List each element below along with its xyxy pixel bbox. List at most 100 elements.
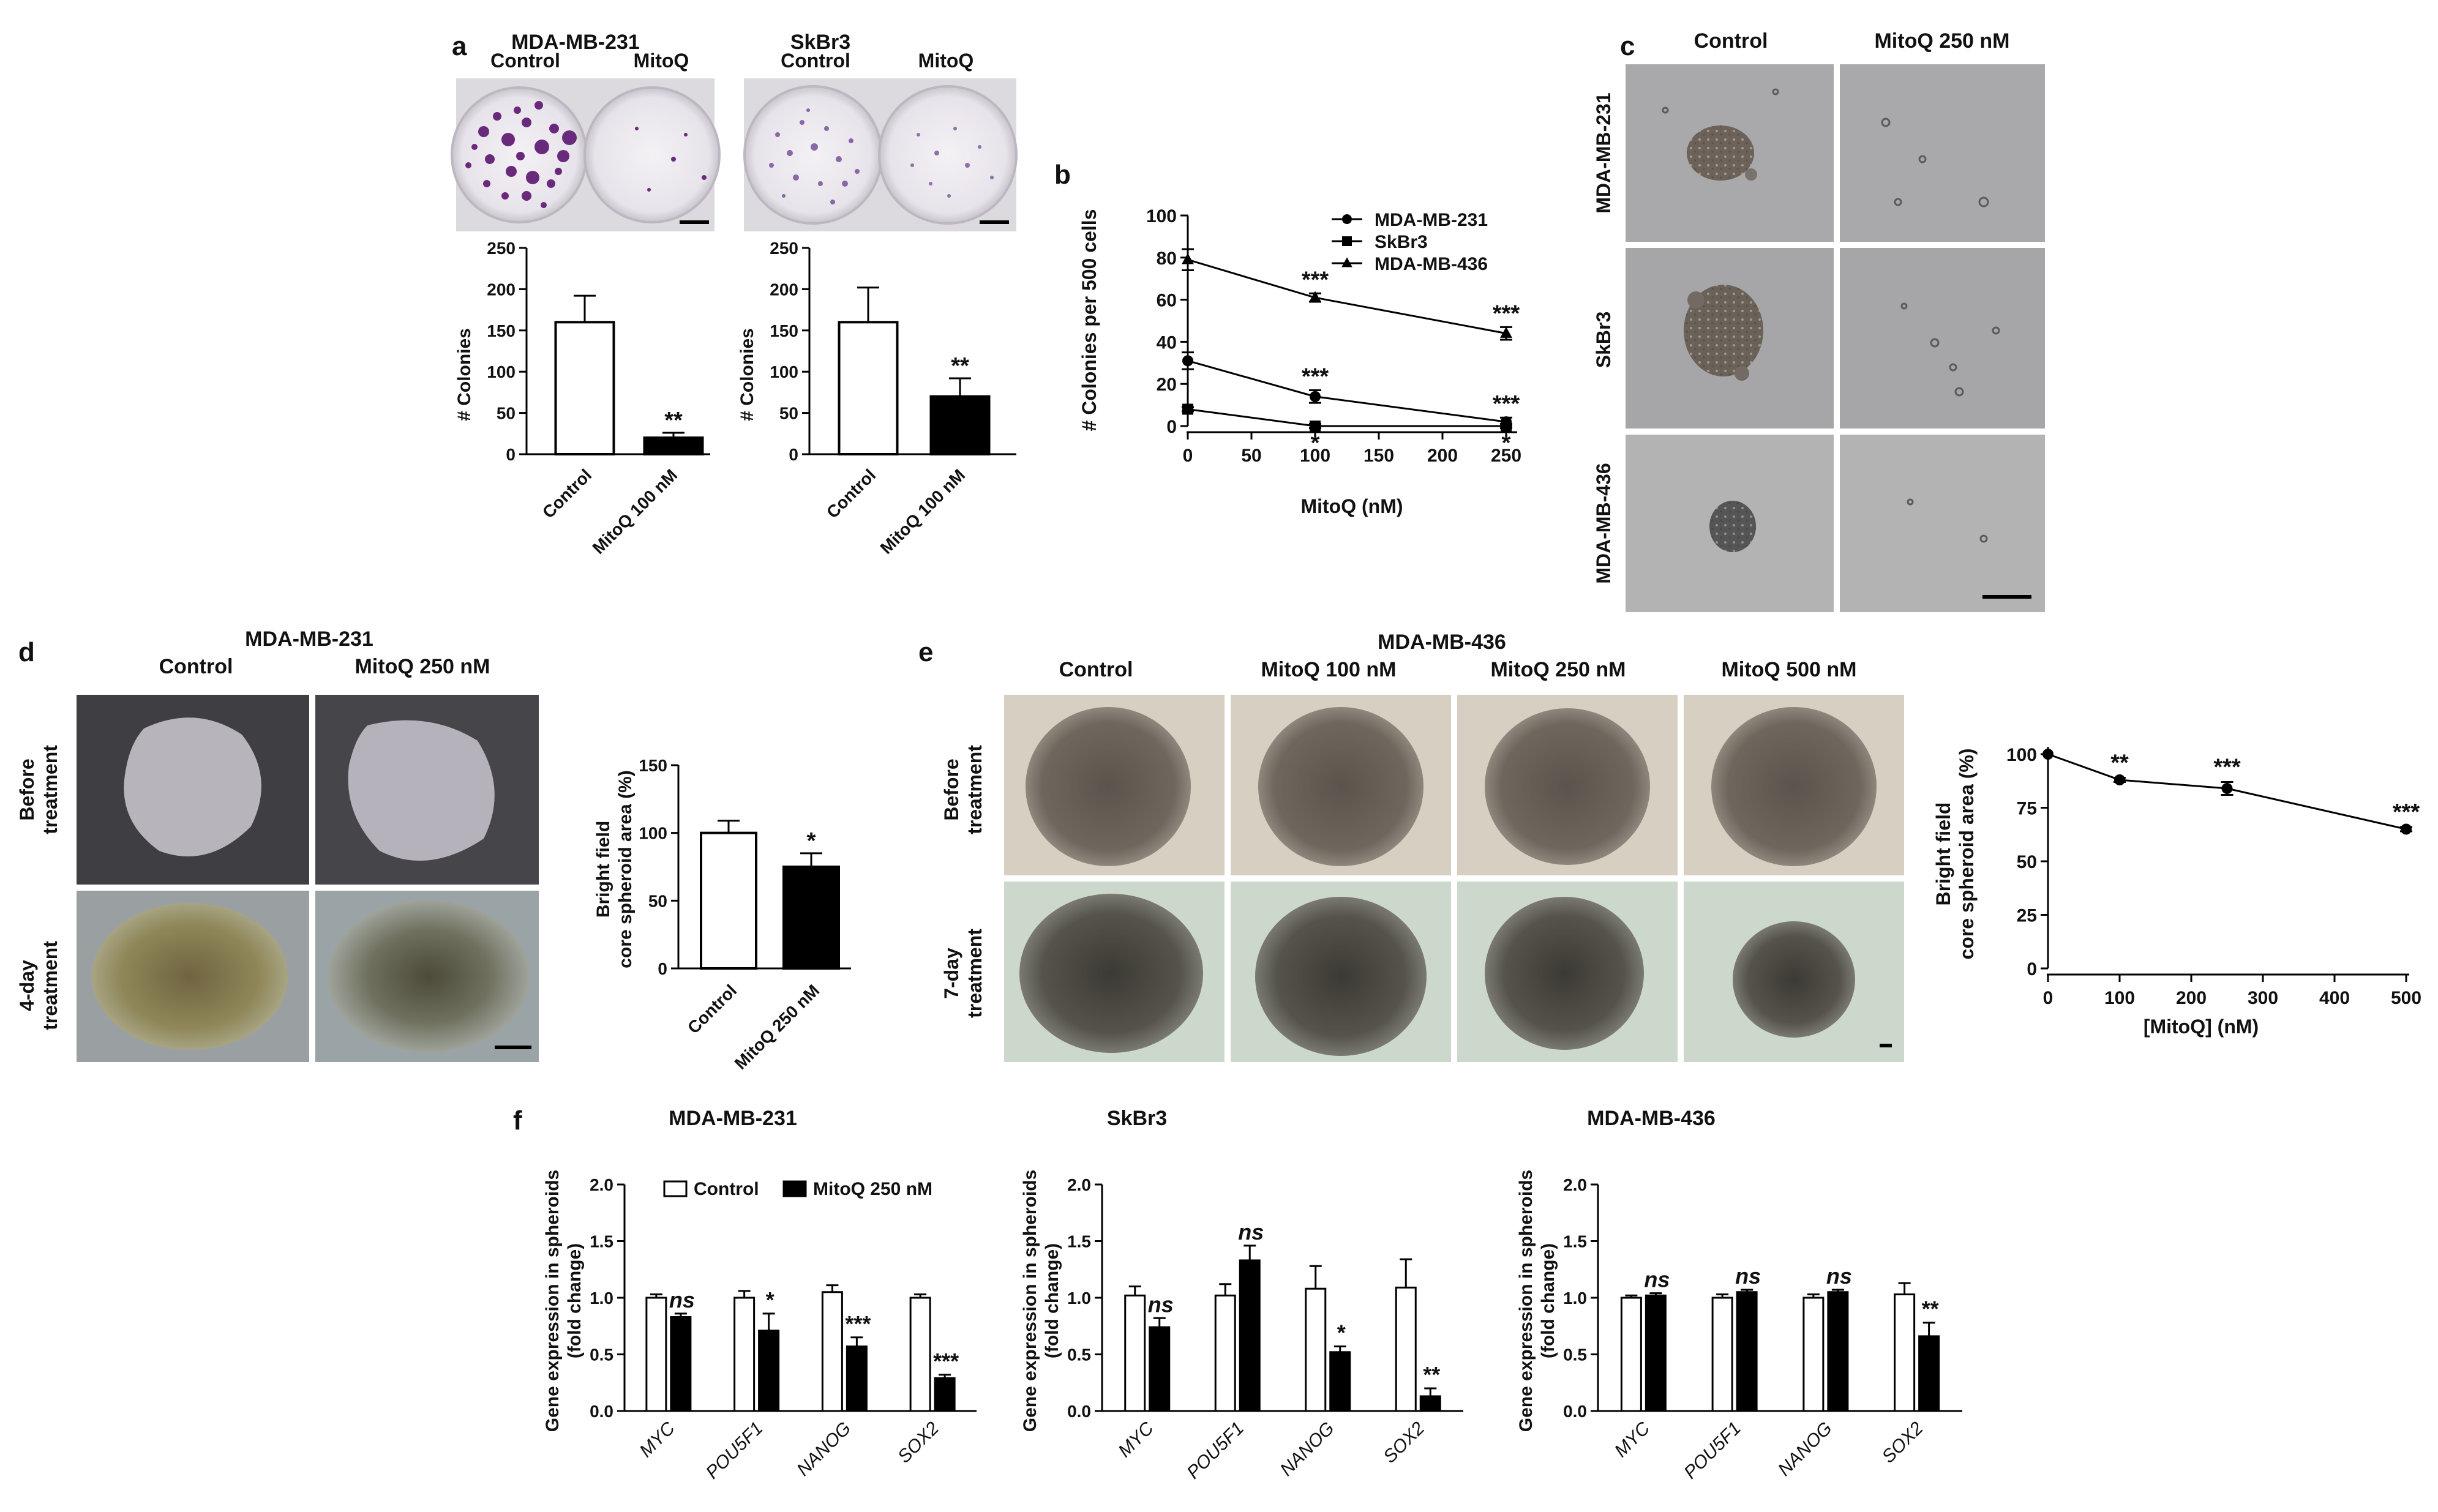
panel-c-row-1: MDA-MB-231 (1592, 92, 1615, 213)
e-spheroid-r1c3 (1485, 708, 1650, 865)
y-tick-label: 100 (770, 362, 798, 381)
data-point (1342, 214, 1352, 224)
chart-title: MDA-MB-231 (669, 1107, 797, 1130)
y-tick-label: 1.0 (590, 1289, 613, 1308)
panel-d-row-1: Beforetreatment (16, 745, 61, 834)
y-tick-label: 75 (2017, 799, 2037, 819)
y-tick-label: 1.5 (590, 1232, 613, 1251)
significance-label: *** (1493, 301, 1520, 326)
panel-d-cat-2: MitoQ 250 nM (731, 981, 823, 1073)
panel-e-row-2: 7-daytreatment (940, 929, 986, 1018)
y-tick-label: 50 (497, 404, 516, 423)
bar (645, 1297, 667, 1412)
bar (1711, 1297, 1733, 1412)
panel-e-ylabel: Bright fieldcore spheroid area (%) (1932, 749, 1978, 960)
gene-label: NANOG (1277, 1418, 1338, 1480)
data-point (1182, 355, 1193, 367)
c-img-r3c2 (1840, 435, 2045, 612)
data-point (1341, 257, 1352, 268)
bar (1918, 1335, 1940, 1412)
legend-swatch (663, 1180, 688, 1197)
panel-e-chart: Bright fieldcore spheroid area (%) [Mito… (1932, 745, 2421, 1038)
significance-label: *** (933, 1349, 959, 1374)
colonies-control-mda231 (465, 101, 577, 208)
legend-label: Control (694, 1179, 759, 1199)
panel-e-col-3: MitoQ 250 nM (1490, 658, 1626, 681)
panel-d-col-1: Control (159, 655, 233, 678)
x-tick-label: 300 (2248, 988, 2278, 1008)
y-tick-label: 2.0 (1067, 1175, 1091, 1194)
y-tick-label: 0 (2027, 959, 2037, 979)
bar (846, 1345, 868, 1412)
bar (1802, 1297, 1825, 1412)
gene-label: POU5F1 (702, 1418, 767, 1483)
data-point (2221, 783, 2233, 794)
y-tick-label: 200 (487, 280, 516, 299)
significance-label: ns (1238, 1219, 1264, 1244)
bar (909, 1297, 931, 1412)
y-tick-label: 1.5 (1067, 1232, 1091, 1251)
significance-label: ** (664, 408, 683, 433)
gene-label: POU5F1 (1183, 1418, 1248, 1483)
y-tick-label: 50 (2017, 852, 2037, 872)
panel-a-chart2-cat-2: MitoQ 100 nM (877, 465, 969, 558)
significance-label: ** (951, 353, 969, 379)
y-axis-label: Gene expression in spheroids (fold change… (542, 1170, 585, 1432)
x-tick-label: 150 (1363, 446, 1394, 466)
significance-label: * (1311, 430, 1320, 456)
panel-letter-d: d (18, 637, 35, 667)
y-axis-label: Gene expression in spheroids (fold change… (1020, 1170, 1062, 1432)
significance-label: *** (1302, 364, 1329, 390)
panel-c-col-1: Control (1694, 29, 1768, 53)
panel-d-chart: Bright field core spheroid area (%) 0 50 10… (593, 756, 851, 1073)
y-tick-label: 250 (770, 239, 798, 258)
bar (1894, 1293, 1916, 1412)
y-tick-label: 150 (487, 321, 516, 340)
significance-label: ** (1423, 1362, 1440, 1387)
significance-label: * (1337, 1320, 1346, 1345)
gene-label: MYC (1114, 1418, 1158, 1461)
d-spheroid-r2c1 (92, 903, 288, 1050)
plate-mitoq-mda231 (583, 86, 721, 223)
gene-label: NANOG (793, 1418, 855, 1480)
y-tick-label: 0 (506, 445, 516, 464)
x-tick-label: 100 (2104, 988, 2135, 1008)
y-tick-label: 2.0 (590, 1175, 613, 1194)
significance-label: ns (1644, 1267, 1670, 1292)
c-img-r1c2 (1840, 64, 2045, 242)
panel-d-title: MDA-MB-231 (245, 627, 373, 651)
y-tick-label: 0.0 (590, 1402, 613, 1421)
y-tick-label: 25 (2017, 906, 2037, 926)
scale-bar-c (1982, 595, 2031, 599)
panel-c-col-2: MitoQ 250 nM (1874, 29, 2009, 53)
panel-d-images: MDA-MB-231 Control MitoQ 250 nM Beforetr… (16, 627, 539, 1062)
panel-a-cellline-1: MDA-MB-231 (511, 31, 640, 54)
y-tick-label: 60 (1157, 291, 1177, 311)
panel-d-ylabel: Bright field core spheroid area (%) (593, 770, 636, 968)
bar (838, 321, 899, 455)
panel-a-plates-skbr3: SkBr3 Control MitoQ (743, 31, 1018, 231)
panel-d-row-2: 4-daytreatment (16, 941, 61, 1030)
significance-label: ns (669, 1287, 695, 1312)
y-tick-label: 100 (487, 362, 516, 381)
legend-label: MDA-MB-231 (1375, 210, 1488, 230)
panel-e-title: MDA-MB-436 (1378, 631, 1506, 654)
panel-f-chart-mda231: MDA-MB-231 Gene expression in spheroids (f… (542, 1107, 977, 1483)
y-tick-label: 0.5 (590, 1345, 613, 1364)
significance-label: *** (845, 1311, 871, 1336)
bar (643, 436, 704, 455)
panel-b-ylabel: # Colonies per 500 cells (1078, 209, 1100, 432)
data-point (2401, 823, 2412, 835)
panel-a-plates-mda231: MDA-MB-231 Control MitoQ (451, 31, 721, 231)
panel-a-chart-skbr3: # Colonies 0 50 100 150 200 250 ** Control Mi… (737, 239, 1016, 558)
series-line (1187, 408, 1506, 427)
y-tick-label: 80 (1157, 249, 1177, 269)
d-spheroid-r1c1 (124, 717, 261, 856)
y-tick-label: 100 (2006, 745, 2037, 765)
x-tick-label: 200 (1427, 446, 1458, 466)
panel-a-label-1a: Control (490, 50, 560, 72)
colonies-control-skbr3 (769, 108, 860, 204)
colonies-mitoq-skbr3 (910, 127, 994, 198)
panel-a-chart1-cat-1: Control (539, 465, 595, 522)
scale-bar-a1 (680, 220, 709, 224)
